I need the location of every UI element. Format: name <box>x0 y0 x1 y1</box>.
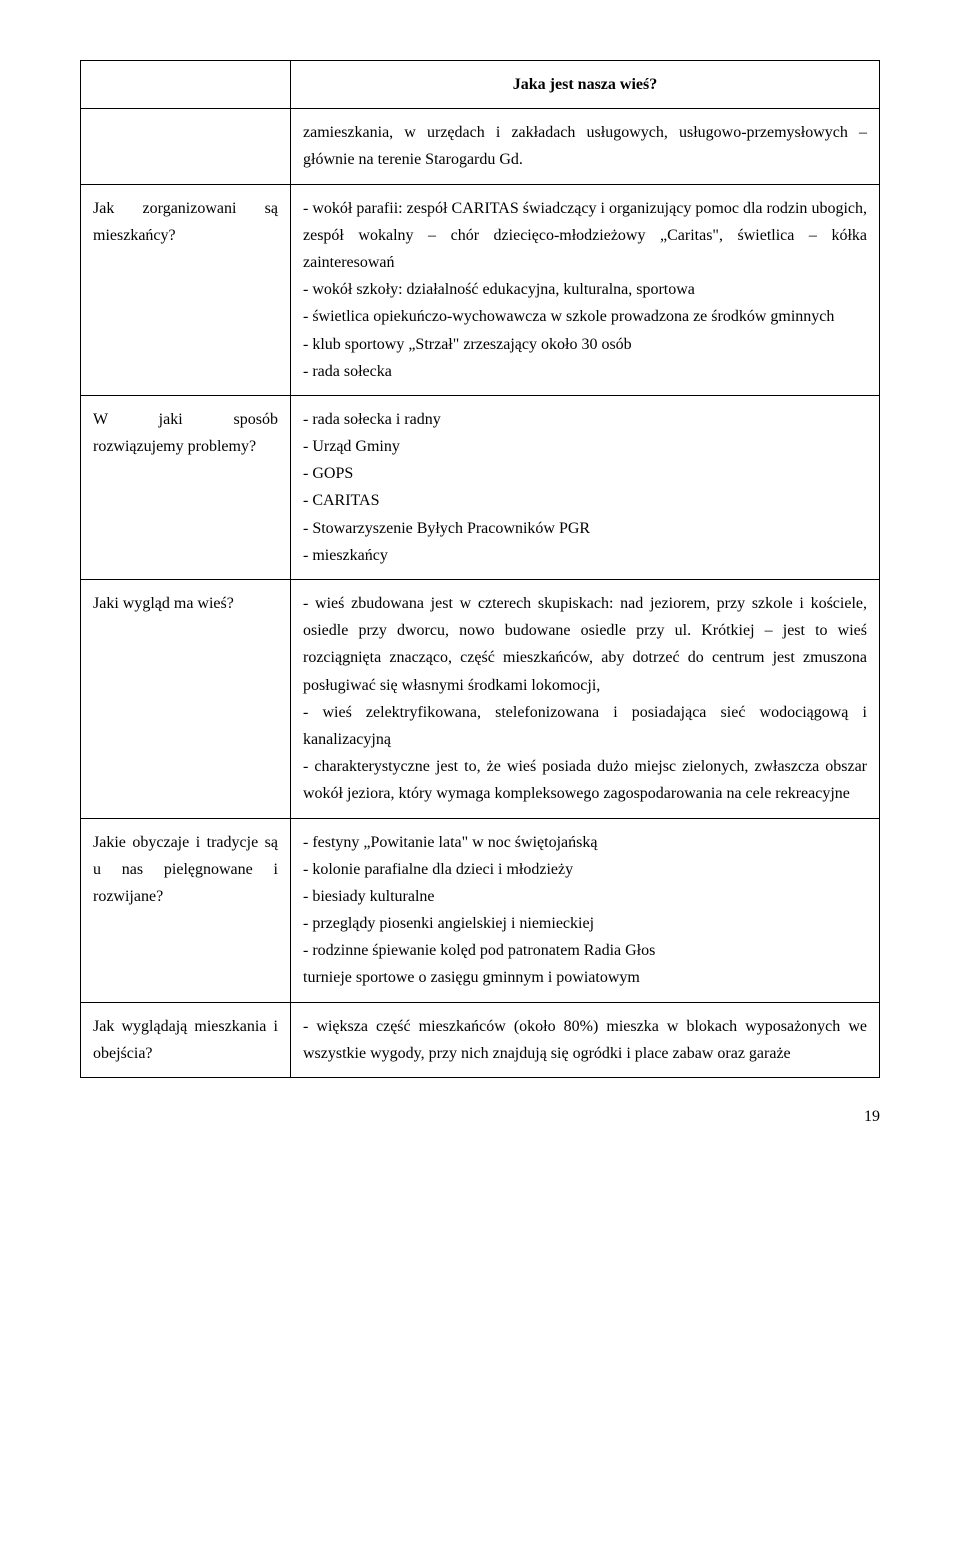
content-table: Jaka jest nasza wieś? zamieszkania, w ur… <box>80 60 880 1078</box>
title-cell-left-empty <box>81 61 291 109</box>
question-cell-0 <box>81 109 291 184</box>
answer-cell-0: zamieszkania, w urzędach i zakładach usł… <box>291 109 880 184</box>
document-title: Jaka jest nasza wieś? <box>291 61 880 109</box>
answer-cell-5: - większa część mieszkańców (około 80%) … <box>291 1002 880 1077</box>
answer-cell-4: - festyny „Powitanie lata" w noc świętoj… <box>291 818 880 1002</box>
page-number: 19 <box>80 1078 880 1126</box>
answer-cell-1: - wokół parafii: zespół CARITAS świadczą… <box>291 184 880 395</box>
document-page: Jaka jest nasza wieś? zamieszkania, w ur… <box>0 0 960 1166</box>
answer-cell-3: - wieś zbudowana jest w czterech skupisk… <box>291 580 880 819</box>
question-cell-4: Jakie obyczaje i tradycje są u nas pielę… <box>81 818 291 1002</box>
answer-cell-2: - rada sołecka i radny- Urząd Gminy- GOP… <box>291 395 880 579</box>
question-cell-3: Jaki wygląd ma wieś? <box>81 580 291 819</box>
question-cell-1: Jak zorganizowani są mieszkańcy? <box>81 184 291 395</box>
question-cell-2: W jaki sposób rozwiązujemy problemy? <box>81 395 291 579</box>
question-cell-5: Jak wyglądają mieszkania i obejścia? <box>81 1002 291 1077</box>
